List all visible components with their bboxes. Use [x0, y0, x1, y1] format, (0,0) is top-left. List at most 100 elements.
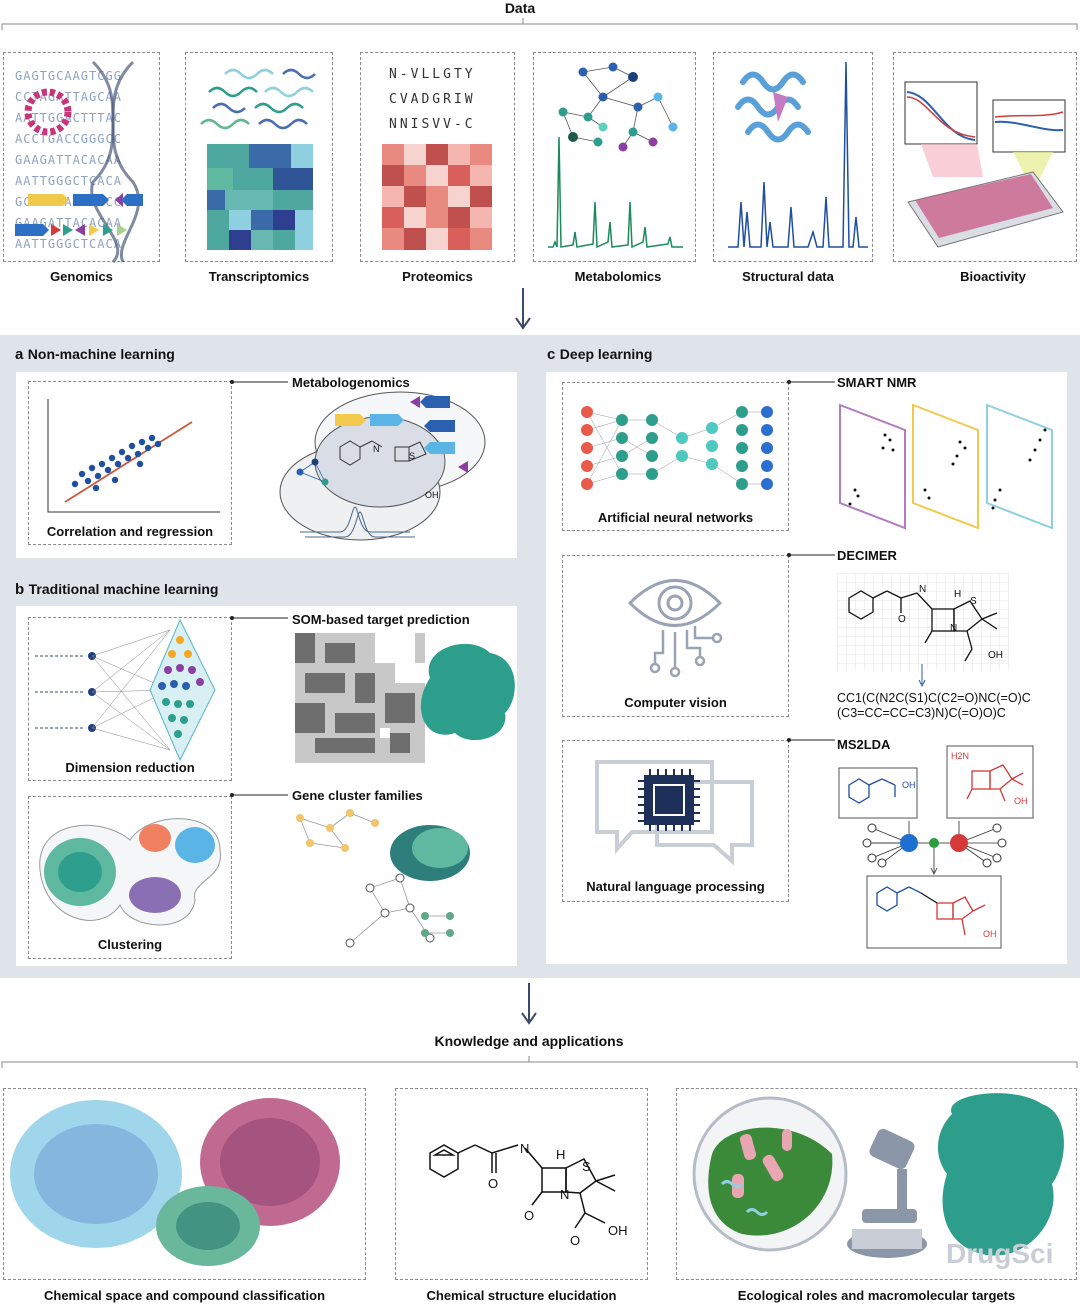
clustering-panel — [28, 796, 232, 959]
label-structural: Structural data — [742, 269, 834, 284]
watermark: DrugSci — [946, 1238, 1054, 1269]
label-structure-elucidation: Chemical structure elucidation — [426, 1288, 617, 1303]
metabolomics-panel — [533, 52, 696, 262]
chem-label-oh: OH — [425, 490, 439, 500]
nlp-panel — [562, 740, 789, 902]
bioactivity-panel — [893, 52, 1077, 262]
gene-cluster-network — [296, 809, 470, 948]
label-som: SOM-based target prediction — [292, 612, 470, 627]
protein-seq-line: N-VLLGTY — [389, 67, 476, 82]
section-b-letter: b — [15, 581, 25, 598]
section-a-header: a Non-machine learning — [15, 346, 175, 364]
label-decimer: DECIMER — [837, 548, 897, 563]
proteomics-panel — [360, 52, 515, 262]
seq-line: GAAGATTACACAA — [15, 153, 122, 167]
label-metabologenomics: Metabologenomics — [292, 375, 410, 390]
ecological-illustration — [692, 1093, 1064, 1258]
ms2lda-label-h2n: H2N — [951, 751, 970, 761]
data-title: Data — [504, 0, 536, 16]
chemical-space-clusters — [10, 1098, 340, 1266]
knowledge-bracket — [1, 1056, 1078, 1068]
chemical-space-panel — [3, 1088, 366, 1280]
label-correlation: Correlation and regression — [46, 524, 214, 539]
correlation-panel — [28, 381, 232, 545]
penicillin-label-h: H — [556, 1147, 566, 1162]
protein-sequences: N-VLLGTY CVADGRIW NNISVV-C — [389, 62, 476, 137]
label-dimension-reduction: Dimension reduction — [65, 760, 195, 775]
metabologenomics-connector — [230, 380, 288, 384]
section-a-title: Non-machine learning — [27, 346, 175, 362]
structural-illustration — [728, 61, 868, 248]
decimer-label-n: N — [919, 584, 927, 595]
metabologenomics-illustration — [279, 391, 486, 541]
correlation-plot — [47, 399, 220, 513]
decimer-connector — [787, 553, 835, 557]
penicillin-label-o1: O — [488, 1176, 499, 1191]
section-c-letter: c — [547, 346, 556, 363]
penicillin-label-n2: N — [560, 1187, 570, 1202]
transcriptomics-panel — [185, 52, 333, 262]
decimer-label-h: H — [954, 589, 962, 600]
seq-line: AATTGGGCTCACA — [15, 174, 122, 188]
ann-panel — [562, 382, 789, 531]
eye-circuit-icon — [627, 579, 723, 678]
smiles-output: CC1(C(N2C(S1)C(C2=O)NC(=O)C (C3=CC=CC=C3… — [837, 691, 1031, 721]
arrow-down-icon-2 — [521, 983, 537, 1025]
section-a-letter: a — [15, 346, 24, 363]
protein-seq-line: NNISVV-C — [389, 117, 476, 132]
neural-network — [581, 406, 773, 490]
expression-heatmap — [207, 144, 313, 250]
seq-line: ACCTGACCGGGCC — [15, 132, 122, 146]
penicillin-label-oh: OH — [608, 1223, 628, 1238]
smart-nmr-connector — [787, 380, 835, 384]
label-proteomics: Proteomics — [402, 269, 473, 284]
ecological-panel — [676, 1088, 1077, 1280]
ms2lda-label-oh2: OH — [1014, 796, 1028, 806]
label-transcriptomics: Transcriptomics — [208, 269, 310, 284]
dimension-reduction-illustration — [35, 618, 216, 762]
label-ecological: Ecological roles and macromolecular targ… — [737, 1288, 1016, 1303]
decimer-label-o: O — [898, 614, 906, 625]
label-genomics: Genomics — [50, 269, 113, 284]
section-c-title: Deep learning — [559, 346, 653, 362]
som-map — [295, 633, 425, 763]
ms2lda-illustration — [838, 745, 1034, 949]
decimer-arrow-icon — [918, 664, 926, 688]
nmr-spectrum — [728, 61, 868, 248]
transcriptomics-illustration — [200, 68, 316, 250]
penicillin-structure — [429, 1144, 616, 1229]
label-gene-cluster: Gene cluster families — [292, 788, 423, 803]
section-b-header: b Traditional machine learning — [15, 581, 218, 599]
ms2lda-label-oh1: OH — [902, 780, 916, 790]
protein-target — [420, 643, 515, 741]
label-clustering: Clustering — [97, 937, 163, 952]
penicillin-label-n: N — [520, 1141, 530, 1156]
smiles-line: CC1(C(N2C(S1)C(C2=O)NC(=O)C — [837, 691, 1031, 705]
gene-cluster-connector — [230, 793, 288, 797]
seq-line: CCTAGATTAGCAA — [15, 90, 122, 104]
decimer-grid-structure — [837, 573, 1009, 671]
computer-vision-panel — [562, 555, 789, 717]
chem-label-n: N — [373, 444, 380, 454]
gene-arrows — [15, 193, 143, 236]
genomics-panel — [3, 52, 160, 262]
ms2lda-connector — [787, 738, 835, 742]
ms-spectrum — [548, 136, 683, 249]
structure-elucidation-panel — [395, 1088, 648, 1280]
metabolomics-illustration — [548, 62, 683, 249]
section-c-header: c Deep learning — [547, 346, 652, 364]
genomics-illustration — [15, 60, 143, 264]
protein-seq-line: CVADGRIW — [389, 92, 476, 107]
label-smart-nmr: SMART NMR — [837, 375, 917, 390]
bioactivity-illustration — [904, 81, 1066, 248]
seq-line: AATTGGGCTCACA — [15, 237, 122, 251]
penicillin-label-s: S — [582, 1159, 591, 1174]
knowledge-title: Knowledge and applications — [434, 1033, 624, 1049]
smart-nmr-planes — [839, 403, 1053, 530]
label-bioactivity: Bioactivity — [960, 269, 1026, 284]
penicillin-label-o3: O — [570, 1233, 581, 1248]
decimer-label-n2: N — [950, 623, 958, 634]
label-nlp: Natural language processing — [586, 879, 765, 894]
label-chemical-space: Chemical space and compound classificati… — [43, 1288, 326, 1303]
chat-chip-icon — [595, 760, 754, 866]
